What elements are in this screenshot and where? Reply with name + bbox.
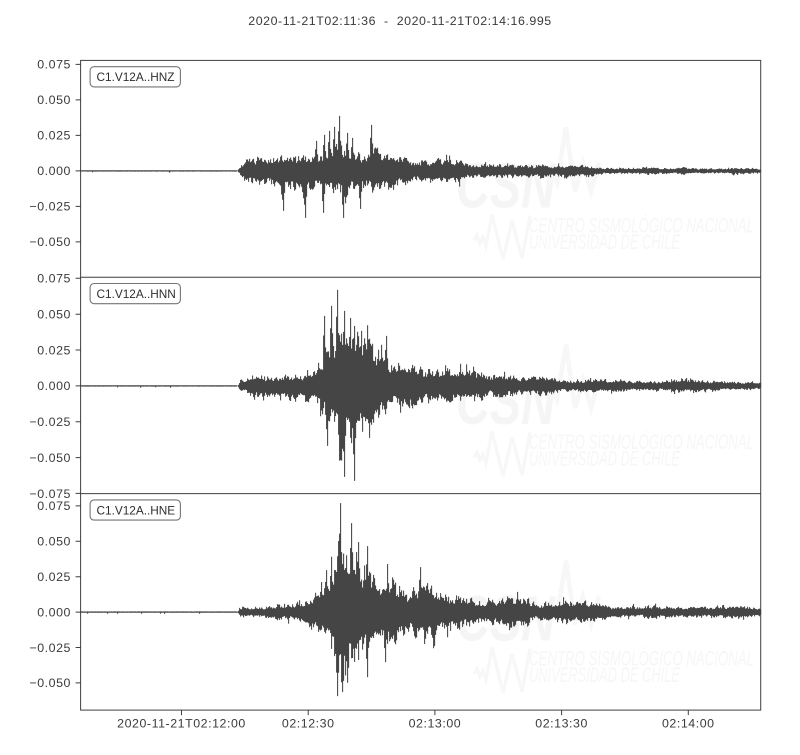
svg-text:CSN: CSN [456, 149, 556, 221]
svg-text:C1.V12A..HNE: C1.V12A..HNE [97, 503, 176, 517]
svg-text:UNIVERSIDAD DE CHILE: UNIVERSIDAD DE CHILE [529, 664, 681, 687]
svg-text:0.025: 0.025 [37, 129, 71, 143]
svg-text:−0.075: −0.075 [29, 487, 71, 501]
svg-text:0.000: 0.000 [37, 379, 71, 393]
svg-text:−0.025: −0.025 [29, 200, 71, 214]
svg-text:02:12:30: 02:12:30 [282, 717, 335, 731]
svg-text:−0.025: −0.025 [29, 415, 71, 429]
svg-text:0.075: 0.075 [37, 272, 71, 286]
svg-text:−0.025: −0.025 [29, 641, 71, 655]
svg-text:02:13:00: 02:13:00 [409, 717, 462, 731]
svg-text:−0.050: −0.050 [29, 451, 71, 465]
svg-text:02:14:00: 02:14:00 [662, 717, 715, 731]
svg-text:0.000: 0.000 [37, 605, 71, 619]
svg-text:0.075: 0.075 [37, 58, 71, 72]
svg-text:0.050: 0.050 [37, 308, 71, 322]
svg-text:0.050: 0.050 [37, 93, 71, 107]
svg-text:CENTRO SISMOLÓGICO NACIONAL: CENTRO SISMOLÓGICO NACIONAL [529, 431, 754, 454]
svg-text:0.000: 0.000 [37, 164, 71, 178]
svg-text:0.025: 0.025 [37, 570, 71, 584]
svg-text:2020-11-21T02:12:00: 2020-11-21T02:12:00 [117, 717, 246, 731]
svg-text:C1.V12A..HNN: C1.V12A..HNN [97, 287, 176, 301]
svg-text:C1.V12A..HNZ: C1.V12A..HNZ [97, 70, 175, 84]
svg-text:UNIVERSIDAD DE CHILE: UNIVERSIDAD DE CHILE [529, 231, 681, 254]
svg-text:0.025: 0.025 [37, 343, 71, 357]
svg-text:0.075: 0.075 [37, 499, 71, 513]
svg-text:02:13:30: 02:13:30 [535, 717, 588, 731]
svg-text:−0.050: −0.050 [29, 676, 71, 690]
svg-text:−0.050: −0.050 [29, 235, 71, 249]
svg-text:CENTRO SISMOLÓGICO NACIONAL: CENTRO SISMOLÓGICO NACIONAL [529, 648, 754, 671]
svg-text:2020-11-21T02:11:36 - 2020-1: 2020-11-21T02:11:36 - 2020-11-21T02:14:1… [248, 14, 551, 28]
svg-text:CENTRO SISMOLÓGICO NACIONAL: CENTRO SISMOLÓGICO NACIONAL [529, 214, 754, 237]
svg-text:UNIVERSIDAD DE CHILE: UNIVERSIDAD DE CHILE [529, 448, 681, 471]
svg-text:0.050: 0.050 [37, 535, 71, 549]
